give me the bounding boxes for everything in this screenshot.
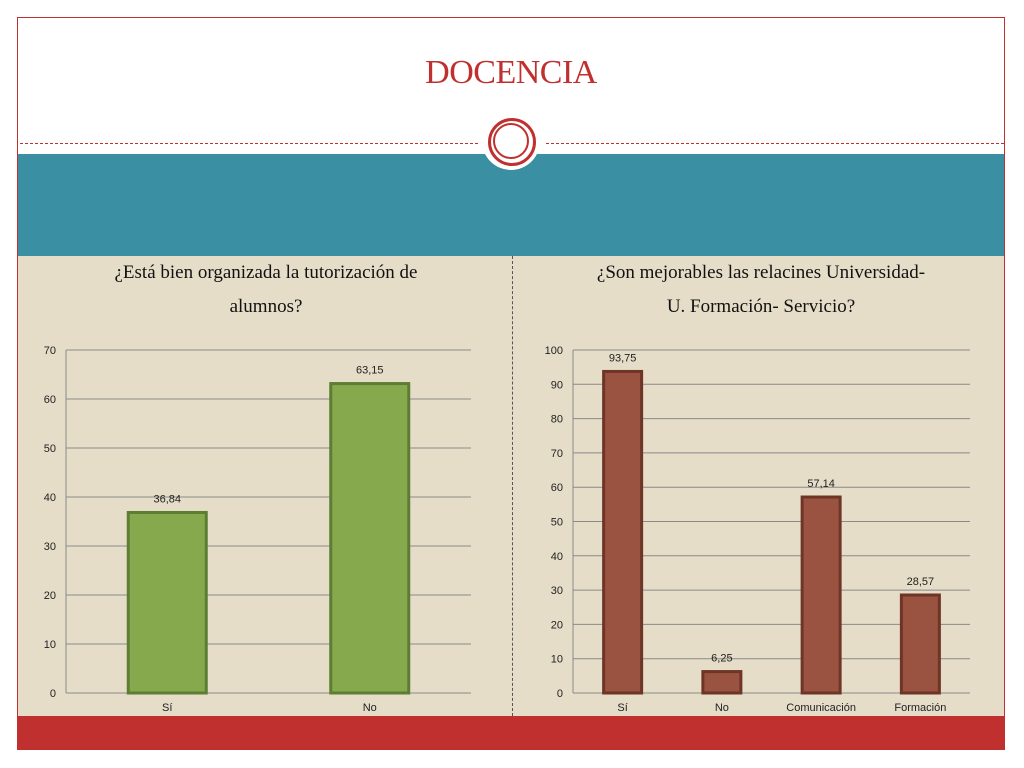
chart1-plot: 0 10 20 30 40 50 60 70 36,84 Sí 63,15 No: [44, 345, 471, 714]
chart1-ytick-label: 30: [44, 541, 56, 553]
chart2-title-line2: U. Formación- Servicio?: [666, 296, 856, 317]
chart2-ytick-label: 60: [551, 482, 563, 494]
chart1-ytick-label: 0: [50, 688, 56, 700]
chart2-xtick-label: Formación: [894, 702, 946, 714]
chart2-plot: 0 10 20 30 40 50 60 70 80 90 100 93,75 Sí 6,25 No 57,14…: [545, 345, 970, 714]
chart2-bar: [602, 369, 644, 695]
chart1-ytick-label: 20: [44, 590, 56, 602]
chart2-bar: [899, 593, 941, 695]
chart2-ytick-label: 0: [557, 688, 563, 700]
chart1-title-line1: ¿Está bien organizada la tutorización de: [114, 262, 418, 283]
chart2-ytick-label: 30: [551, 585, 563, 597]
chart1-ytick-label: 70: [44, 345, 56, 357]
title-divider-left: [20, 143, 478, 144]
chart2-data-label: 93,75: [609, 352, 637, 364]
ring-ornament-icon: [482, 112, 540, 170]
chart2-xtick-label: Comunicación: [786, 702, 856, 714]
chart2-ytick-label: 50: [551, 517, 563, 529]
chart1-data-label: 63,15: [356, 365, 384, 377]
chart2-data-label: 57,14: [807, 478, 835, 490]
chart1-data-label: 36,84: [153, 493, 181, 505]
chart1-xtick-label: No: [363, 702, 377, 714]
chart2-data-label: 6,25: [711, 653, 732, 665]
chart2-ytick-label: 40: [551, 551, 563, 563]
chart1-bar: [126, 510, 208, 695]
chart2-title-line1: ¿Son mejorables las relacines Universida…: [596, 262, 926, 283]
chart2-ytick-label: 80: [551, 414, 563, 426]
chart2-title: ¿Son mejorables las relacines Universida…: [523, 256, 999, 324]
chart2-ytick-label: 100: [545, 345, 563, 357]
chart1-title-line2: alumnos?: [229, 296, 303, 317]
slide-frame: DOCENCIA ¿Está bien organizada la tutori…: [17, 17, 1005, 750]
content-area: ¿Está bien organizada la tutorización de…: [18, 256, 1004, 716]
chart2-xtick-label: No: [715, 702, 729, 714]
chart1-bar: [329, 382, 411, 695]
chart2-data-label: 28,57: [907, 576, 935, 588]
chart2-ytick-label: 70: [551, 448, 563, 460]
chart1-ytick-label: 10: [44, 639, 56, 651]
chart2-bar: [800, 495, 842, 695]
footer-band: [18, 716, 1004, 749]
header-band: [18, 154, 1004, 256]
chart1-xtick-label: Sí: [162, 702, 172, 714]
chart1-title: ¿Está bien organizada la tutorización de…: [28, 256, 504, 324]
chart1-ytick-label: 50: [44, 443, 56, 455]
chart2-ytick-label: 20: [551, 619, 563, 631]
chart2-ytick-label: 10: [551, 654, 563, 666]
title-divider-right: [546, 143, 1004, 144]
chart1-ytick-label: 40: [44, 492, 56, 504]
chart1-ytick-label: 60: [44, 394, 56, 406]
chart2-ytick-label: 90: [551, 379, 563, 391]
chart2-xtick-label: Sí: [617, 702, 627, 714]
chart2-bar: [701, 670, 743, 695]
column-divider: [512, 256, 513, 716]
slide-title: DOCENCIA: [425, 54, 597, 91]
